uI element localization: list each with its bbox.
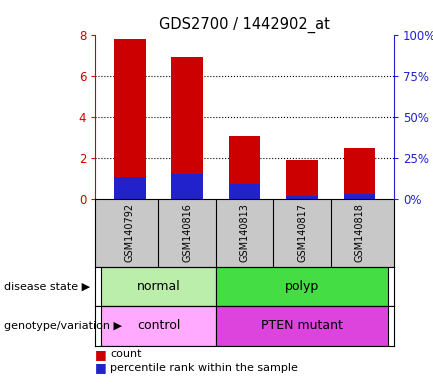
Bar (101, 267, 216, 306)
Bar (114, 39, 145, 199)
Text: PTEN mutant: PTEN mutant (261, 319, 343, 333)
Text: GSM140813: GSM140813 (239, 204, 250, 262)
Text: ■: ■ (95, 348, 107, 361)
Text: GSM140816: GSM140816 (182, 204, 192, 262)
Text: percentile rank within the sample: percentile rank within the sample (110, 363, 298, 373)
Text: ■: ■ (95, 361, 107, 374)
Bar (286, 196, 318, 199)
Bar (216, 306, 388, 346)
Text: GSM140792: GSM140792 (125, 203, 135, 262)
Bar (286, 160, 318, 199)
Text: GSM140818: GSM140818 (355, 204, 365, 262)
Bar (171, 174, 203, 199)
Bar (101, 306, 216, 346)
Bar (344, 194, 375, 199)
Bar (114, 177, 145, 199)
Text: genotype/variation ▶: genotype/variation ▶ (4, 321, 123, 331)
Text: GDS2700 / 1442902_at: GDS2700 / 1442902_at (159, 17, 330, 33)
Text: normal: normal (136, 280, 180, 293)
Bar (229, 184, 260, 199)
Bar (229, 136, 260, 199)
Text: polyp: polyp (285, 280, 319, 293)
Bar (216, 267, 388, 306)
Bar (171, 57, 203, 199)
Text: GSM140817: GSM140817 (297, 203, 307, 262)
Text: disease state ▶: disease state ▶ (4, 281, 90, 291)
Text: control: control (137, 319, 180, 333)
Text: count: count (110, 349, 142, 359)
Bar (344, 148, 375, 199)
